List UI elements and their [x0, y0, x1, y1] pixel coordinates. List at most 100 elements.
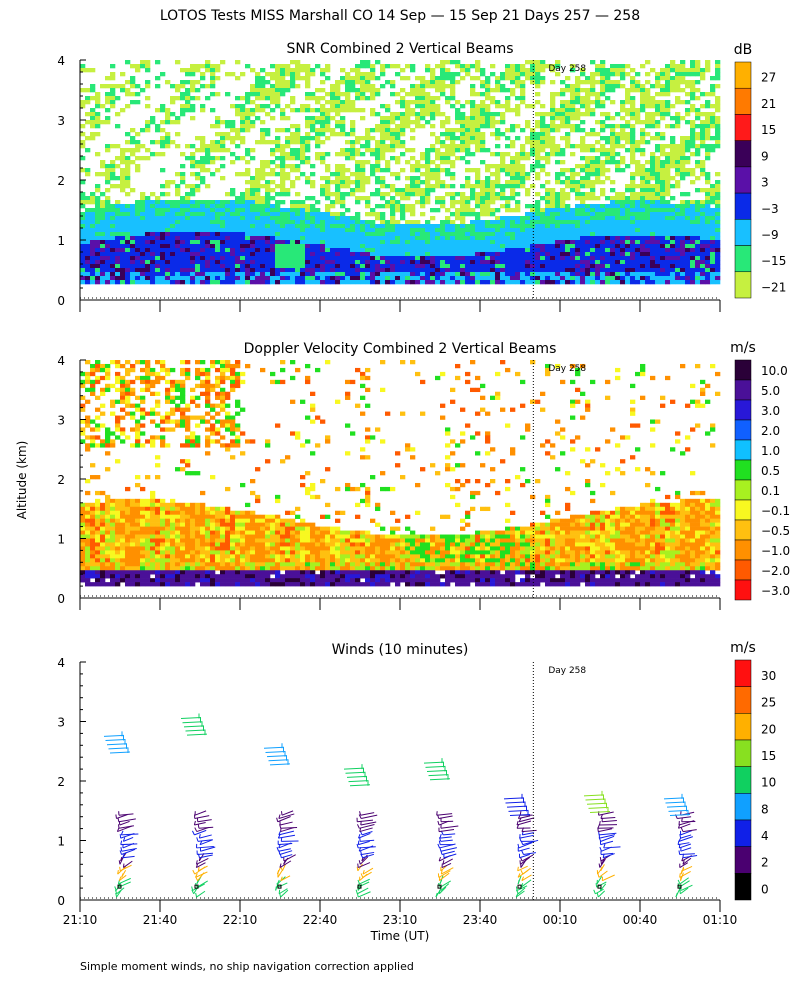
snr-cell — [205, 60, 211, 65]
snr-cell — [165, 236, 171, 241]
snr-cell — [205, 220, 211, 225]
snr-cell — [675, 120, 681, 125]
snr-cell — [675, 232, 681, 237]
snr-cell — [220, 224, 226, 229]
snr-cell — [450, 132, 456, 137]
snr-cell — [215, 264, 221, 269]
snr-cell — [85, 240, 91, 245]
snr-cell — [230, 236, 236, 241]
snr-cell — [210, 200, 216, 205]
snr-cell — [545, 132, 551, 137]
snr-cell — [435, 276, 441, 281]
snr-cell — [415, 244, 421, 249]
snr-cell — [645, 256, 651, 261]
snr-cell — [595, 172, 601, 177]
doppler-cell — [80, 530, 86, 535]
snr-cell — [250, 224, 256, 229]
snr-cell — [265, 264, 271, 269]
snr-cell — [440, 72, 446, 77]
snr-cell — [390, 196, 396, 201]
snr-cell — [95, 268, 101, 273]
snr-cell — [295, 68, 301, 73]
snr-cell — [565, 124, 571, 129]
snr-cell — [490, 200, 496, 205]
snr-cell — [565, 212, 571, 217]
snr-cell — [665, 76, 671, 81]
snr-cell — [95, 188, 101, 193]
snr-cell — [335, 164, 341, 169]
snr-cell — [660, 76, 666, 81]
snr-cell — [675, 260, 681, 265]
snr-cell — [665, 248, 671, 253]
snr-cell — [190, 228, 196, 233]
snr-cell — [350, 248, 356, 253]
snr-cell — [135, 248, 141, 253]
snr-cell — [605, 148, 611, 153]
snr-cell — [110, 224, 116, 229]
snr-cell — [645, 204, 651, 209]
snr-cell — [540, 224, 546, 229]
snr-cell — [680, 88, 686, 93]
snr-cell — [525, 156, 531, 161]
snr-cell — [345, 96, 351, 101]
snr-cell — [630, 176, 636, 181]
snr-cell — [385, 240, 391, 245]
snr-cell — [90, 212, 96, 217]
snr-cell — [640, 216, 646, 221]
snr-cell — [565, 168, 571, 173]
snr-cell — [625, 120, 631, 125]
snr-cell — [680, 236, 686, 241]
snr-cell — [110, 160, 116, 165]
snr-cell — [355, 184, 361, 189]
snr-cell — [195, 212, 201, 217]
snr-cell — [595, 232, 601, 237]
snr-cell — [700, 220, 706, 225]
snr-cell — [305, 220, 311, 225]
snr-cell — [550, 260, 556, 265]
snr-cell — [540, 240, 546, 245]
snr-cell — [260, 88, 266, 93]
snr-cell — [675, 236, 681, 241]
snr-cell — [270, 108, 276, 113]
snr-cell — [320, 224, 326, 229]
snr-cell — [330, 204, 336, 209]
snr-cell — [325, 228, 331, 233]
snr-cell — [705, 144, 711, 149]
snr-cell — [330, 280, 336, 285]
snr-cell — [605, 264, 611, 269]
snr-cell — [130, 136, 136, 141]
snr-cell — [600, 212, 606, 217]
snr-cell — [540, 216, 546, 221]
snr-cell — [435, 76, 441, 81]
snr-cell — [380, 140, 386, 145]
snr-cell — [375, 248, 381, 253]
snr-cell — [535, 268, 541, 273]
snr-cell — [415, 112, 421, 117]
snr-cell — [205, 160, 211, 165]
snr-cell — [395, 132, 401, 137]
snr-cell — [655, 228, 661, 233]
snr-cell — [200, 164, 206, 169]
snr-cell — [440, 252, 446, 257]
snr-cell — [520, 84, 526, 89]
snr-cell — [365, 200, 371, 205]
snr-cell — [465, 68, 471, 73]
snr-cell — [245, 180, 251, 185]
snr-cell — [290, 100, 296, 105]
snr-cell — [240, 136, 246, 141]
snr-cell — [450, 184, 456, 189]
snr-cell — [110, 92, 116, 97]
snr-cell — [255, 96, 261, 101]
snr-cell — [420, 188, 426, 193]
snr-cell — [125, 248, 131, 253]
snr-cell — [115, 84, 121, 89]
snr-cell — [480, 112, 486, 117]
snr-cell — [475, 240, 481, 245]
snr-cell — [585, 168, 591, 173]
snr-cell — [645, 264, 651, 269]
snr-cell — [195, 268, 201, 273]
snr-cell — [630, 212, 636, 217]
snr-cell — [360, 280, 366, 285]
snr-cell — [450, 160, 456, 165]
snr-cell — [145, 120, 151, 125]
